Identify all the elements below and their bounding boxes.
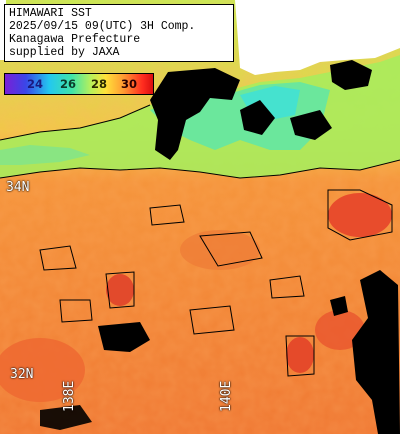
lat-label-32n: 32N xyxy=(10,367,34,382)
cloud-mask-south xyxy=(40,405,92,430)
warm-patch-east xyxy=(328,193,392,237)
cloud-mask-izu xyxy=(150,68,240,160)
cloud-mask-coast xyxy=(330,60,372,90)
sst-contours xyxy=(0,104,400,377)
caption-credit: supplied by JAXA xyxy=(9,46,120,59)
warm-patch-southwest xyxy=(0,338,85,402)
caption-box: HIMAWARI SST 2025/09/15 09(UTC) 3H Comp.… xyxy=(4,4,234,62)
cloud-mask-east xyxy=(352,270,400,434)
lat-label-34n: 34N xyxy=(6,180,30,195)
cloud-mask-small xyxy=(330,296,348,316)
temperature-legend: 24 26 28 30 xyxy=(4,73,154,95)
cloud-mask-bay-a xyxy=(240,100,275,135)
lon-label-138e: 138E xyxy=(62,380,77,412)
warm-patch-south xyxy=(286,337,314,373)
warm-patch-center xyxy=(106,274,134,306)
legend-tick-28: 28 xyxy=(90,77,108,91)
cloud-mask-bay-b xyxy=(290,110,332,140)
cloud-mask-center xyxy=(98,322,150,352)
land-mass xyxy=(235,0,400,75)
caption-title: HIMAWARI SST xyxy=(9,7,92,20)
caption-datetime: 2025/09/15 09(UTC) 3H Comp. xyxy=(9,20,196,33)
caption-region: Kanagawa Prefecture xyxy=(9,33,141,46)
legend-tick-24: 24 xyxy=(26,77,44,91)
legend-tick-26: 26 xyxy=(59,77,77,91)
lon-label-140e: 140E xyxy=(219,380,234,412)
legend-tick-30: 30 xyxy=(120,77,138,91)
west-coast-cool xyxy=(0,145,90,165)
warm-patch-mid xyxy=(180,230,260,270)
